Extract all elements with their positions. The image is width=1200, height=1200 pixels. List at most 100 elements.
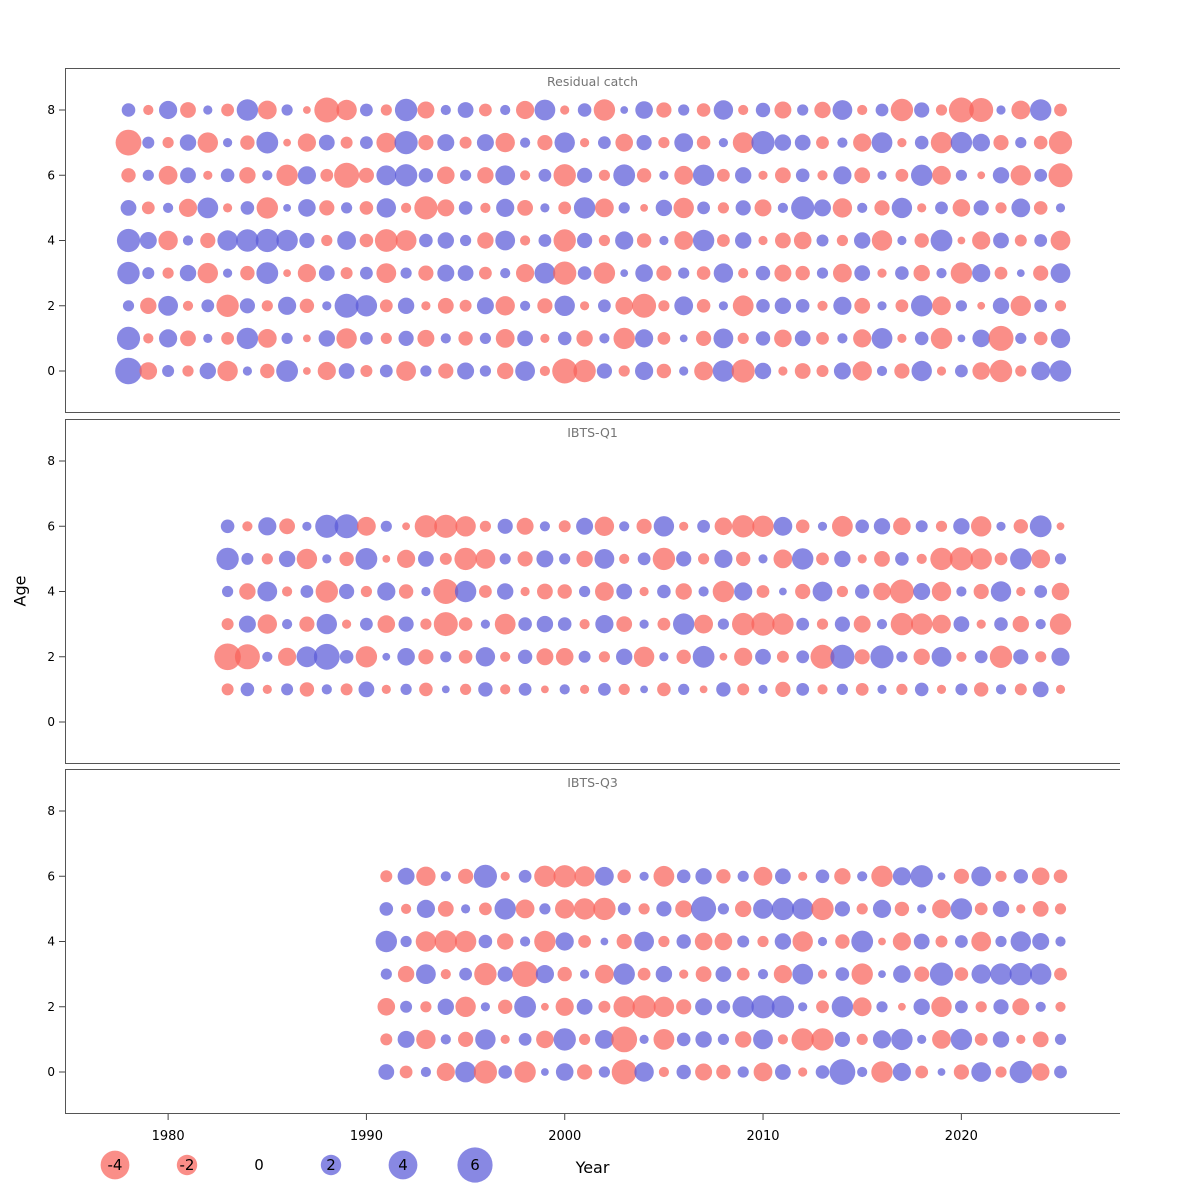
residual-bubble [360,365,373,377]
residual-bubble [520,137,531,148]
residual-bubble [159,100,178,120]
residual-bubble [377,615,396,633]
residual-bubble [458,1031,474,1047]
residual-bubble [798,1067,808,1077]
residual-bubble [577,167,593,183]
residual-bubble [950,131,973,154]
residual-bubble [594,549,615,569]
residual-bubble [679,521,689,531]
residual-bubble [895,266,909,280]
residual-bubble [911,295,933,317]
residual-bubble [930,229,953,252]
x-tick-label: 2000 [548,1129,581,1144]
residual-bubble [1014,234,1027,247]
legend-item: 4 [380,1142,426,1188]
residual-bubble [620,269,629,277]
residual-bubble [657,584,671,599]
residual-bubble [992,167,1010,184]
residual-bubble [675,900,693,918]
residual-bubble [639,1034,649,1044]
residual-bubble [738,104,749,116]
x-tick-label: 2020 [945,1129,978,1144]
residual-bubble [775,1064,791,1080]
residual-bubble [876,1001,888,1013]
residual-bubble [656,102,672,118]
residual-bubble [896,651,908,663]
legend-item: -2 [164,1142,210,1188]
legend-value-label: 2 [326,1156,336,1174]
residual-bubble [699,685,708,694]
residual-bubble [678,683,690,695]
legend-bubble [388,1150,418,1180]
residual-bubble [816,267,829,279]
residual-bubble [758,684,768,694]
residual-bubble [197,132,218,153]
residual-bubble [241,552,254,565]
residual-bubble [935,104,948,116]
residual-bubble [913,648,930,665]
residual-bubble [434,514,458,538]
residual-bubble [357,516,376,536]
residual-bubble [514,995,536,1018]
residual-bubble [816,332,829,345]
residual-bubble [754,199,772,217]
residual-bubble [398,616,414,632]
residual-bubble [798,1002,808,1012]
residual-bubble [158,295,178,316]
residual-bubble [517,330,533,347]
residual-bubble [798,871,808,881]
residual-bubble [598,299,611,313]
residual-bubble [896,683,908,695]
residual-bubble [931,581,952,602]
residual-bubble [855,683,869,696]
residual-bubble [553,261,577,285]
residual-bubble [810,644,835,669]
residual-bubble [715,966,732,982]
residual-bubble [775,868,791,885]
residual-bubble [695,998,713,1016]
residual-bubble [871,132,893,153]
residual-bubble [694,361,713,381]
residual-bubble [975,1001,987,1013]
residual-bubble [573,197,596,219]
residual-bubble [520,300,531,311]
residual-bubble [676,649,691,664]
residual-bubble [995,1066,1007,1078]
y-axis: 0 2 4 6 8 [47,103,65,378]
residual-bubble [418,649,434,665]
residual-bubble [1034,299,1048,313]
residual-bubble [376,198,396,218]
residual-bubble [223,203,233,213]
residual-bubble [360,585,372,598]
legend-value-label: -2 [179,1156,195,1174]
residual-bubble [242,366,252,376]
residual-bubble [632,293,657,318]
residual-bubble [1035,1001,1046,1012]
residual-bubble [142,267,155,280]
residual-bubble [163,202,174,213]
residual-bubble [1030,99,1052,121]
residual-bubble [397,1030,415,1048]
panel-plot-ibts-q1: 0 2 4 6 8 [47,419,1120,764]
residual-bubble [796,617,810,631]
residual-bubble [402,522,410,531]
residual-bubble [698,553,710,565]
residual-bubble [440,651,452,663]
residual-bubble [397,549,416,568]
residual-bubble [534,930,556,953]
residual-bubble [854,167,871,184]
residual-bubble [1054,300,1067,312]
residual-bubble [139,362,158,380]
residual-bubble [479,332,491,344]
residual-bubble [282,586,293,597]
residual-bubble [476,134,494,152]
residual-bubble [315,514,339,538]
x-axis-label: Year [575,1158,610,1177]
residual-bubble [995,684,1007,695]
residual-bubble [398,584,414,599]
residual-bubble [221,103,235,117]
residual-bubble [337,231,356,250]
residual-bubble [358,167,374,183]
residual-bubble [434,930,457,953]
residual-bubble [837,333,848,344]
